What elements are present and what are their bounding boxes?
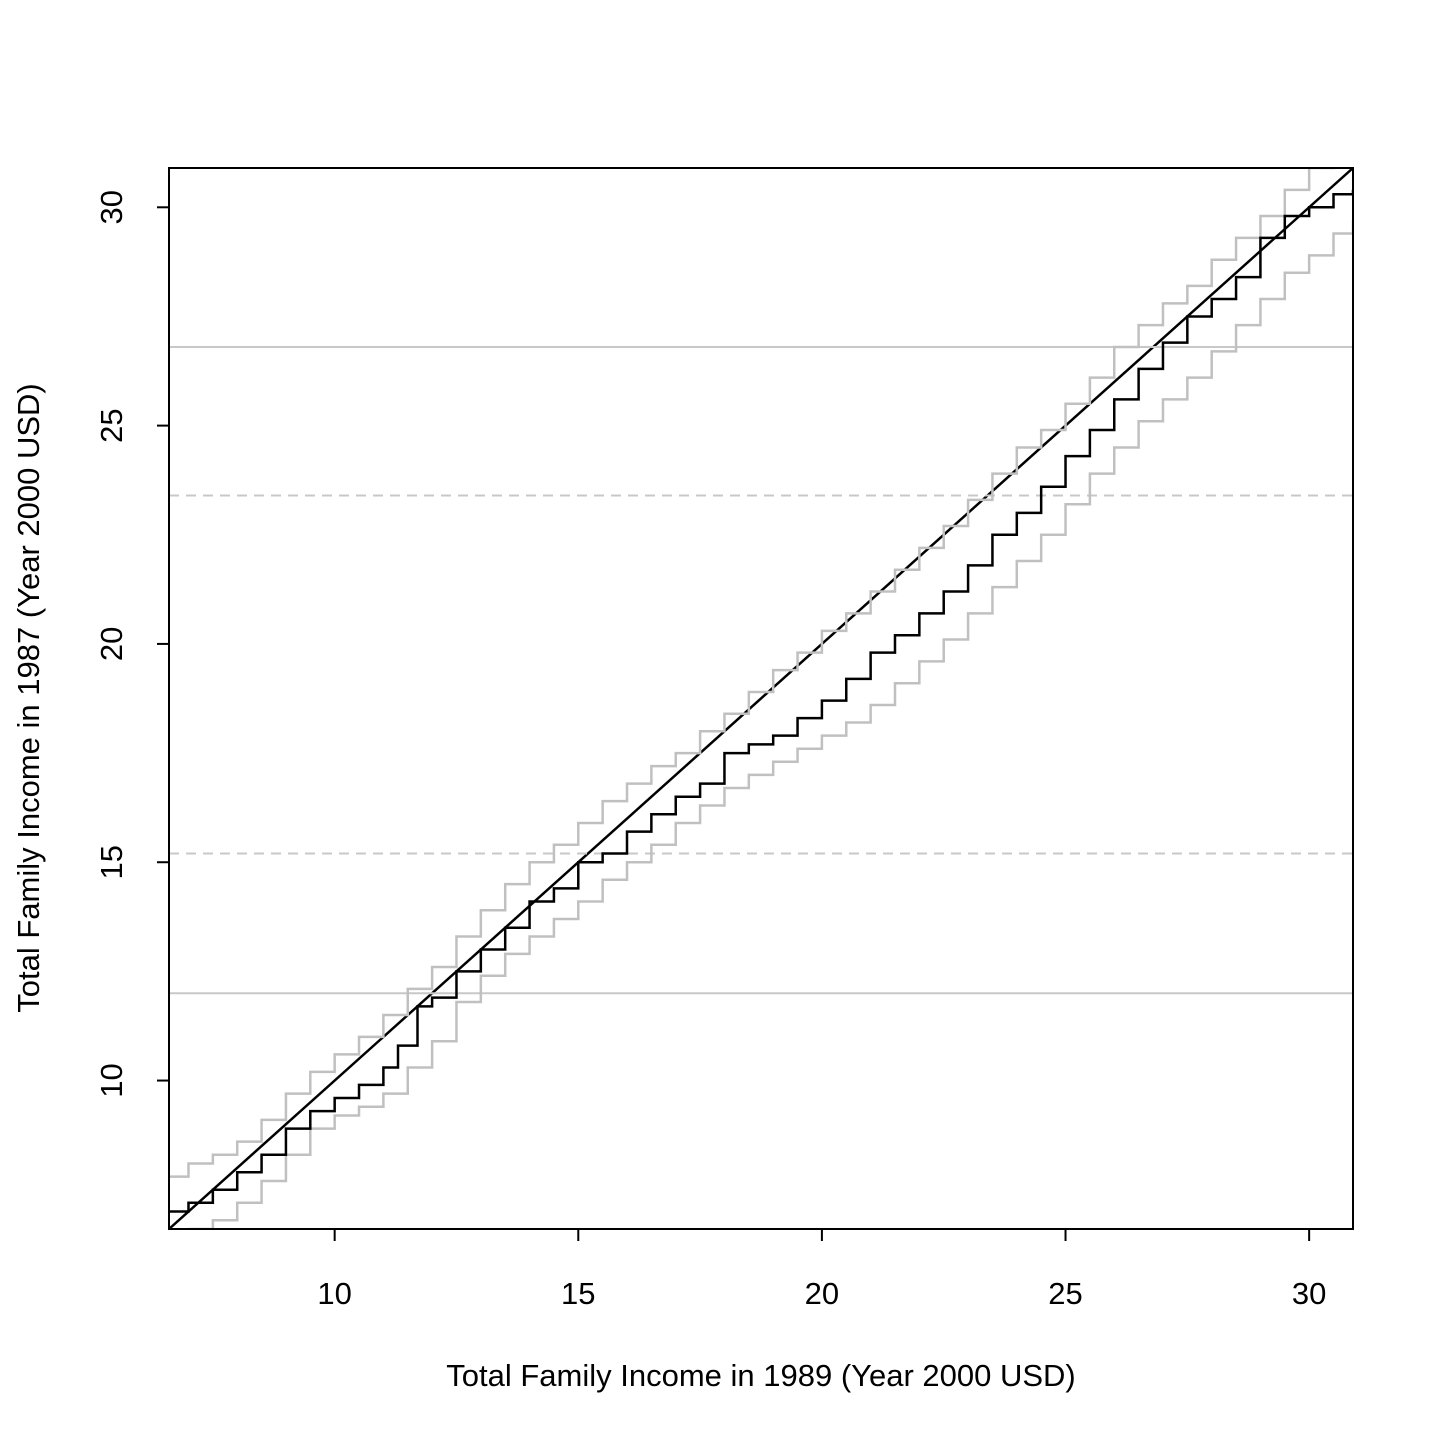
reference-lines — [169, 168, 1353, 1229]
y-axis: 10 15 20 25 30 — [94, 190, 169, 1098]
x-axis-title: Total Family Income in 1989 (Year 2000 U… — [446, 1358, 1076, 1393]
y-tick-label: 25 — [94, 408, 129, 442]
y-axis-title: Total Family Income in 1987 (Year 2000 U… — [11, 383, 46, 1013]
y-tick-label: 20 — [94, 627, 129, 661]
y-tick-label: 15 — [94, 845, 129, 879]
x-tick-label: 30 — [1292, 1276, 1326, 1311]
confidence-band-2 — [188, 220, 1353, 1229]
x-tick-label: 20 — [805, 1276, 839, 1311]
identity-line — [169, 168, 1353, 1229]
x-tick-label: 10 — [317, 1276, 351, 1311]
data-series — [169, 168, 1353, 1229]
x-axis: 10 15 20 25 30 — [317, 1229, 1326, 1311]
quantile-series — [169, 189, 1353, 1213]
confidence-band-1 — [169, 168, 1335, 1178]
x-tick-label: 15 — [561, 1276, 595, 1311]
x-tick-label: 25 — [1048, 1276, 1082, 1311]
plot-frame — [168, 167, 1354, 1230]
y-tick-label: 30 — [94, 190, 129, 224]
y-tick-label: 10 — [94, 1063, 129, 1097]
